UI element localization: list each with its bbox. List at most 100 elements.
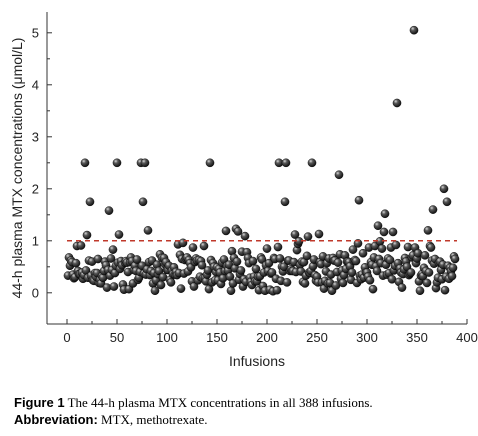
data-point	[108, 245, 118, 254]
data-point	[338, 278, 348, 288]
data-point	[426, 243, 436, 252]
x-tick-label: 50	[110, 330, 124, 345]
data-point	[205, 158, 215, 168]
data-point	[428, 205, 438, 214]
data-point	[188, 243, 198, 252]
data-point	[450, 254, 460, 264]
data-point	[442, 197, 452, 207]
data-point	[76, 241, 86, 250]
data-point	[82, 230, 92, 240]
abbreviation-note: Abbreviation: MTX, methotrexate.	[14, 411, 469, 428]
data-point	[415, 286, 425, 296]
data-point	[351, 256, 361, 266]
data-point	[368, 284, 378, 294]
data-point	[385, 255, 395, 265]
data-point	[80, 158, 90, 168]
data-point	[307, 158, 317, 168]
data-point	[226, 286, 236, 296]
x-tick-label: 150	[206, 330, 228, 345]
y-tick-label: 2	[32, 181, 39, 196]
data-point	[354, 195, 364, 205]
x-axis-title: Infusions	[229, 353, 285, 369]
data-point	[348, 245, 358, 254]
data-point	[423, 226, 433, 235]
data-point	[109, 282, 119, 291]
data-point	[104, 206, 114, 215]
data-point	[267, 268, 277, 277]
data-point	[314, 229, 324, 239]
data-point	[300, 279, 310, 288]
data-point	[138, 197, 148, 207]
data-point	[251, 264, 261, 274]
data-point	[409, 25, 419, 35]
data-point	[166, 278, 176, 287]
data-point	[275, 254, 285, 263]
data-point	[178, 238, 188, 248]
data-point	[236, 266, 246, 275]
data-point	[176, 284, 186, 293]
data-point	[199, 241, 209, 251]
data-point	[132, 255, 142, 264]
figure-caption-text: The 44-h plasma MTX concentrations in al…	[67, 395, 373, 410]
y-tick-label: 1	[32, 233, 39, 248]
data-point	[233, 227, 243, 236]
data-point	[143, 226, 153, 235]
data-point	[448, 263, 458, 273]
data-point	[106, 254, 116, 263]
data-point	[372, 266, 382, 276]
x-tick-label: 0	[63, 330, 70, 345]
data-point	[221, 226, 231, 236]
data-point	[439, 184, 449, 194]
y-tick-label: 0	[32, 285, 39, 300]
data-point	[282, 278, 292, 287]
data-point	[264, 258, 274, 268]
data-point	[240, 231, 250, 241]
data-point	[85, 197, 95, 207]
y-tick-label: 3	[32, 129, 39, 144]
data-point	[232, 257, 242, 266]
figure-label: Figure 1	[14, 395, 65, 410]
data-point	[112, 158, 122, 168]
data-point	[392, 98, 402, 108]
data-point	[397, 283, 407, 292]
data-point	[197, 260, 207, 270]
abbreviation-text: MTX, methotrexate.	[101, 412, 208, 427]
data-point	[302, 251, 312, 261]
abbreviation-label: Abbreviation:	[14, 412, 98, 427]
data-point	[391, 240, 401, 250]
data-point	[358, 248, 368, 258]
y-axis-title: 44-h plasma MTX concentrations (μmol/L)	[9, 38, 25, 299]
data-point	[377, 244, 387, 253]
data-point	[272, 285, 282, 295]
data-point	[333, 258, 343, 267]
data-point	[290, 230, 300, 239]
data-point	[114, 230, 124, 239]
data-point	[406, 268, 416, 277]
data-point	[447, 271, 457, 281]
y-tick-label: 5	[32, 25, 39, 40]
data-point	[347, 268, 357, 277]
data-point	[379, 227, 389, 237]
x-tick-label: 250	[306, 330, 328, 345]
data-point	[373, 221, 383, 231]
data-point	[262, 244, 272, 253]
y-tick-label: 4	[32, 77, 39, 92]
data-point	[365, 276, 375, 285]
x-tick-label: 200	[256, 330, 278, 345]
data-point	[440, 285, 450, 295]
x-tick-label: 300	[356, 330, 378, 345]
data-point	[334, 170, 344, 180]
data-point	[424, 268, 434, 277]
data-point	[156, 280, 166, 290]
data-point	[303, 232, 313, 241]
data-point	[71, 258, 81, 268]
data-point	[388, 227, 398, 237]
data-point	[380, 209, 390, 219]
data-point	[189, 282, 199, 291]
data-point	[420, 251, 430, 260]
data-point	[248, 256, 258, 266]
x-tick-label: 350	[406, 330, 428, 345]
x-tick-label: 100	[156, 330, 178, 345]
data-point	[273, 242, 283, 252]
